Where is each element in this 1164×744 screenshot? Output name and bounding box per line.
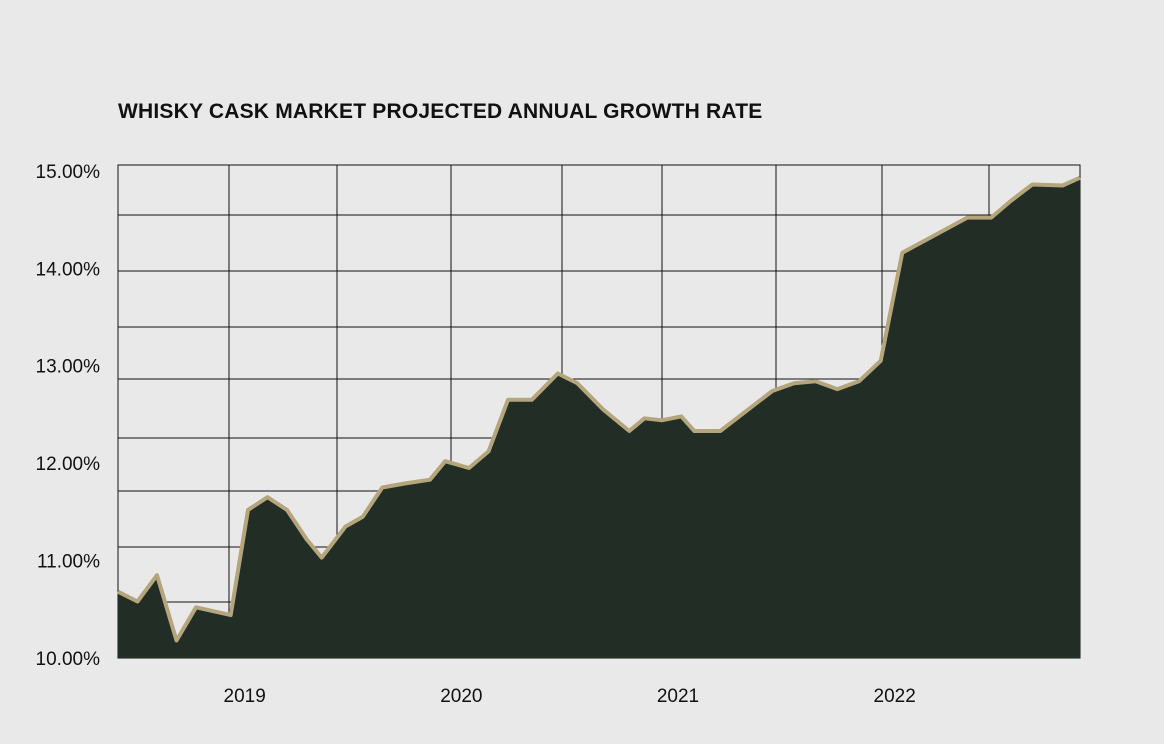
y-tick-label: 11.00% (37, 552, 100, 573)
y-tick-label: 10.00% (36, 649, 101, 670)
chart-title: WHISKY CASK MARKET PROJECTED ANNUAL GROW… (118, 100, 763, 123)
y-tick-label: 15.00% (36, 162, 101, 183)
x-tick-label: 2019 (224, 686, 266, 707)
x-tick-label: 2022 (874, 686, 916, 707)
area-fill (118, 177, 1080, 658)
y-tick-label: 12.00% (36, 454, 101, 475)
series-line (117, 175, 1081, 643)
x-tick-label: 2020 (440, 686, 482, 707)
y-tick-label: 14.00% (36, 259, 101, 280)
y-tick-label: 13.00% (36, 357, 101, 378)
x-tick-label: 2021 (657, 686, 699, 707)
